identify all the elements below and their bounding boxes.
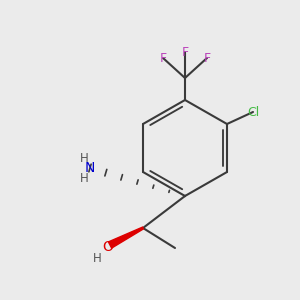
Text: O: O — [103, 240, 113, 254]
Text: F: F — [203, 52, 211, 64]
Text: H: H — [80, 152, 88, 164]
Text: F: F — [182, 46, 189, 59]
Text: Cl: Cl — [247, 106, 259, 118]
Text: N: N — [85, 161, 95, 175]
Text: F: F — [159, 52, 167, 64]
Polygon shape — [108, 227, 143, 248]
Text: H: H — [80, 172, 88, 184]
Text: H: H — [93, 251, 101, 265]
